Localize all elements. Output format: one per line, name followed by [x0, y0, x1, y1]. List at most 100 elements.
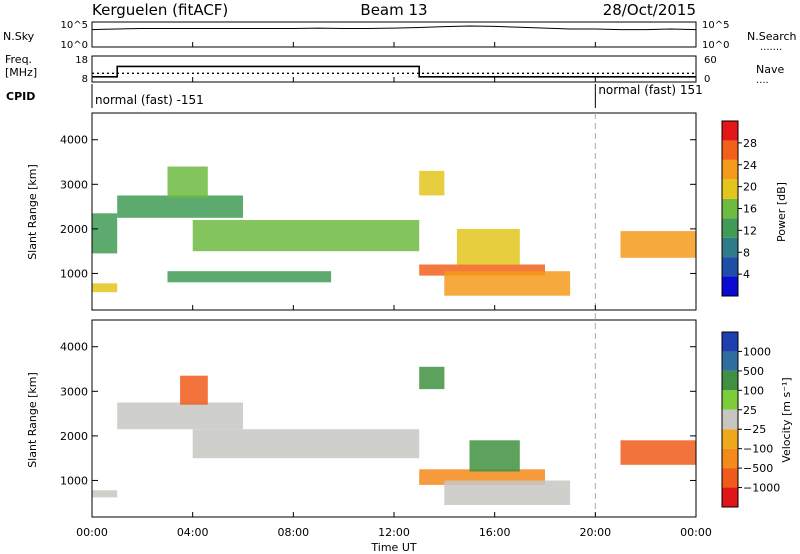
power-cells — [92, 166, 696, 296]
velocity-colorbar-seg-6 — [722, 448, 738, 469]
power-colorbar-seg-4 — [722, 198, 738, 219]
nave-dots: .... — [756, 75, 769, 86]
time-axis-label: Time UT — [370, 541, 416, 554]
noise-left-label: N.Sky — [3, 30, 35, 43]
ytick-label-2: 3000 — [60, 385, 88, 398]
power-cbar-label-0: 4 — [743, 268, 750, 281]
power-colorbar-seg-1 — [722, 257, 738, 277]
echo-region-9 — [620, 231, 696, 258]
velocity-cbar-label-0: 1000 — [743, 345, 771, 358]
echo-region-7 — [444, 271, 571, 296]
beam-title: Beam 13 — [360, 1, 427, 19]
date-title: 28/Oct/2015 — [603, 1, 696, 19]
freq-line — [92, 65, 696, 78]
echo-region-5 — [419, 170, 445, 196]
noise-left-tick-bottom: 10^0 — [61, 40, 88, 51]
power-ylabel: Slant Range [km] — [26, 164, 39, 260]
cpid-label: CPID — [6, 90, 35, 103]
echo-region-2 — [192, 429, 420, 459]
velocity-colorbar-seg-5 — [722, 429, 738, 449]
noise-sky-line — [91, 25, 697, 31]
velocity-cbar-label-4: −25 — [743, 423, 766, 436]
echo-region-6 — [419, 264, 545, 276]
xtick-label-3: 12:00 — [378, 526, 410, 539]
velocity-colorbar-label: Velocity [m s⁻¹] — [780, 377, 793, 462]
velocity-colorbar-seg-3 — [722, 390, 738, 410]
station-title: Kerguelen (fitACF) — [92, 1, 228, 19]
power-cbar-label-1: 8 — [743, 246, 750, 259]
ytick-label-0: 1000 — [60, 474, 88, 487]
cpid-row: CPID normal (fast) -151 normal (fast) 15… — [6, 83, 703, 108]
echo-region-1 — [180, 375, 208, 405]
xtick-label-4: 16:00 — [479, 526, 511, 539]
freq-panel: Freq. [MHz] Nave .... 18 8 60 0 — [5, 53, 784, 86]
power-colorbar-label: Power [dB] — [775, 182, 788, 242]
echo-region-8 — [456, 228, 520, 265]
echo-region-3 — [419, 366, 445, 390]
ytick-label-1: 2000 — [60, 430, 88, 443]
velocity-cbar-label-7: −1000 — [743, 482, 780, 495]
cpid-segment-1: normal (fast) -151 — [95, 93, 204, 107]
time-axis-ticks: 00:00 04:00 08:00 12:00 16:00 20:00 00:00 — [76, 42, 712, 539]
echo-region-5 — [444, 480, 571, 505]
echo-region-3 — [192, 220, 420, 252]
velocity-colorbar-seg-1 — [722, 351, 738, 371]
freq-right-tick-bottom: 0 — [704, 74, 710, 85]
velocity-cbar-label-6: −500 — [743, 462, 773, 475]
power-yticks: 1000 2000 3000 4000 — [60, 134, 696, 280]
ytick-label-3: 4000 — [60, 341, 88, 354]
velocity-cells — [92, 366, 696, 505]
echo-region-1 — [117, 195, 243, 218]
power-colorbar-seg-2 — [722, 237, 738, 258]
cpid-segment-2: normal (fast) 151 — [598, 83, 702, 97]
nave-label: Nave — [756, 63, 784, 76]
velocity-yticks: 1000 2000 3000 4000 — [60, 341, 696, 487]
noise-right-tick-bottom: 10^0 — [702, 40, 729, 51]
noise-right-label: N.Search — [747, 30, 797, 43]
velocity-colorbar-frame — [721, 331, 739, 508]
freq-left-tick-top: 18 — [75, 55, 88, 66]
echo-region-10 — [92, 283, 118, 293]
power-colorbar-seg-5 — [722, 179, 738, 199]
echo-region-2 — [167, 166, 208, 198]
velocity-colorbar: 1000 500 100 25 −25 −100 −500 −1000 — [721, 331, 780, 508]
power-cbar-label-6: 28 — [743, 137, 757, 150]
power-colorbar-seg-6 — [722, 159, 738, 180]
velocity-cbar-label-3: 25 — [743, 404, 757, 417]
freq-left-tick-bottom: 8 — [82, 74, 88, 85]
noise-right-tick-top: 10^5 — [702, 20, 729, 31]
velocity-colorbar-seg-0 — [722, 332, 738, 352]
noise-panel: N.Sky N.Search ....... 10^5 10^0 10^5 10… — [3, 20, 797, 53]
power-colorbar-seg-3 — [722, 218, 738, 238]
power-colorbar-seg-8 — [722, 121, 738, 141]
velocity-colorbar-seg-7 — [722, 468, 738, 488]
xtick-label-5: 20:00 — [579, 526, 611, 539]
echo-region-0 — [117, 402, 243, 430]
echo-region-6 — [469, 440, 520, 472]
velocity-colorbar-seg-2 — [722, 370, 738, 391]
freq-label-bottom: [MHz] — [5, 66, 37, 79]
velocity-cbar-label-5: −100 — [743, 443, 773, 456]
velocity-colorbar-seg-4 — [722, 409, 738, 430]
freq-right-tick-top: 60 — [704, 55, 717, 66]
velocity-ylabel: Slant Range [km] — [26, 372, 39, 468]
echo-region-8 — [92, 490, 118, 498]
ytick-label-2: 3000 — [60, 178, 88, 191]
power-cbar-label-5: 24 — [743, 159, 757, 172]
power-panel: 1000 2000 3000 4000 Slant Range [km] — [26, 112, 697, 311]
ytick-label-0: 1000 — [60, 267, 88, 280]
power-colorbar-seg-0 — [722, 276, 738, 296]
noise-left-tick-top: 10^5 — [61, 20, 88, 31]
power-colorbar: 4 8 12 16 20 24 28 — [721, 120, 757, 297]
velocity-colorbar-seg-8 — [722, 487, 738, 507]
freq-label-top: Freq. — [5, 53, 32, 66]
velocity-cbar-label-2: 100 — [743, 384, 764, 397]
power-colorbar-seg-7 — [722, 140, 738, 160]
velocity-cbar-label-1: 500 — [743, 365, 764, 378]
power-cbar-label-2: 12 — [743, 224, 757, 237]
noise-right-dots: ....... — [760, 42, 782, 53]
echo-region-7 — [620, 440, 696, 465]
ytick-label-3: 4000 — [60, 134, 88, 147]
ytick-label-1: 2000 — [60, 223, 88, 236]
